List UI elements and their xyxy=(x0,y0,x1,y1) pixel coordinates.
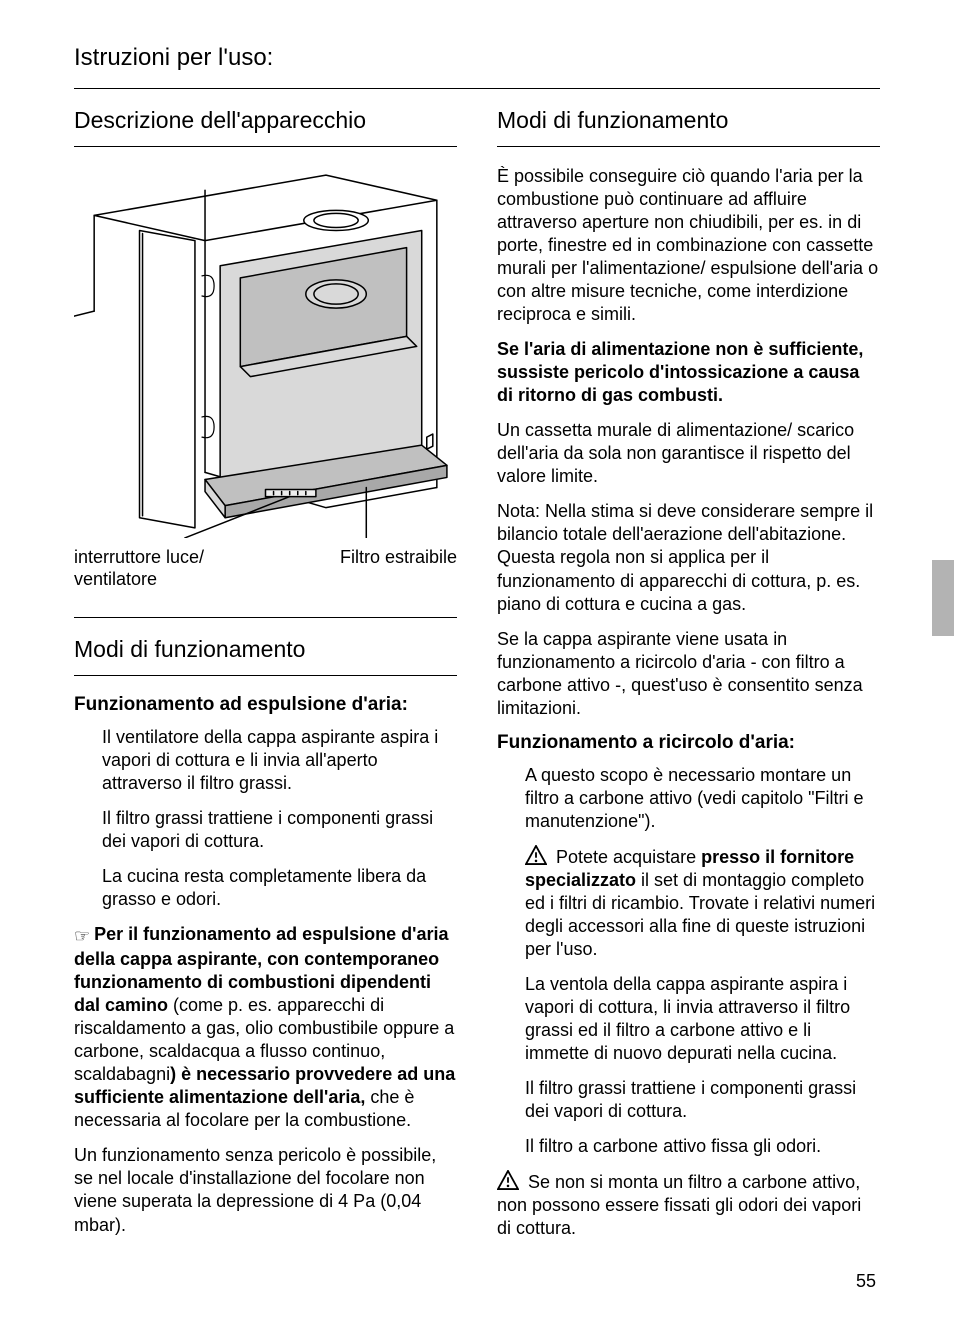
heading-modes-left: Modi di funzionamento xyxy=(74,636,457,663)
rule-2 xyxy=(74,617,457,618)
page-container: Istruzioni per l'uso: Descrizione dell'a… xyxy=(0,0,954,1326)
para-l5: Un funzionamento senza pericolo è possib… xyxy=(74,1144,457,1236)
para-r1: È possibile conseguire ciò quando l'aria… xyxy=(497,165,880,326)
para-l4: ☞Per il funzionamento ad espulsione d'ar… xyxy=(74,923,457,1132)
para-r11-text: Se non si monta un filtro a carbone atti… xyxy=(497,1172,861,1238)
para-r11: Se non si monta un filtro a carbone atti… xyxy=(497,1170,880,1240)
figure-captions: interruttore luce/ ventilatore Filtro es… xyxy=(74,546,457,591)
para-r5: Se la cappa aspirante viene usata in fun… xyxy=(497,628,880,720)
right-column: Modi di funzionamento È possibile conseg… xyxy=(497,107,880,1296)
para-r2-bold: Se l'aria di alimentazione non è suffici… xyxy=(497,338,880,407)
hand-icon: ☞ xyxy=(74,925,90,948)
para-l3: La cucina resta completamente libera da … xyxy=(74,865,457,911)
para-l2: Il filtro grassi trattiene i componenti … xyxy=(74,807,457,853)
two-column-layout: Descrizione dell'apparecchio xyxy=(74,107,880,1296)
rule-4 xyxy=(497,146,880,147)
para-r7-lead: Potete acquistare xyxy=(551,847,701,867)
subheading-exhaust: Funzionamento ad espulsione d'aria: xyxy=(74,694,457,716)
para-r10: Il filtro a carbone attivo fissa gli odo… xyxy=(497,1135,880,1158)
rule-1 xyxy=(74,146,457,147)
para-r6: A questo scopo è necessario montare un f… xyxy=(497,764,880,833)
warning-icon xyxy=(525,845,547,865)
left-column: Descrizione dell'apparecchio xyxy=(74,107,457,1296)
subheading-recirc: Funzionamento a ricircolo d'aria: xyxy=(497,732,880,754)
para-r8: La ventola della cappa aspirante aspira … xyxy=(497,973,880,1065)
para-r4: Nota: Nella stima si deve considerare se… xyxy=(497,500,880,615)
rule-3 xyxy=(74,675,457,676)
para-r3: Un cassetta murale di alimentazione/ sca… xyxy=(497,419,880,488)
para-r9: Il filtro grassi trattiene i componenti … xyxy=(497,1077,880,1123)
caption-left: interruttore luce/ ventilatore xyxy=(74,546,204,591)
appliance-diagram xyxy=(74,165,457,538)
page-number: 55 xyxy=(856,1271,876,1292)
caption-right: Filtro estraibile xyxy=(340,546,457,591)
indent-block-2: A questo scopo è necessario montare un f… xyxy=(497,764,880,1170)
indent-block-1: Il ventilatore della cappa aspirante asp… xyxy=(74,726,457,923)
para-l1: Il ventilatore della cappa aspirante asp… xyxy=(74,726,457,795)
heading-modes-right: Modi di funzionamento xyxy=(497,107,880,134)
rule-under-title xyxy=(74,88,880,89)
para-r7: Potete acquistare presso il fornitore sp… xyxy=(497,845,880,961)
page-side-tab xyxy=(932,560,954,636)
warning-icon xyxy=(497,1170,519,1190)
page-title: Istruzioni per l'uso: xyxy=(74,44,880,72)
heading-description: Descrizione dell'apparecchio xyxy=(74,107,457,134)
